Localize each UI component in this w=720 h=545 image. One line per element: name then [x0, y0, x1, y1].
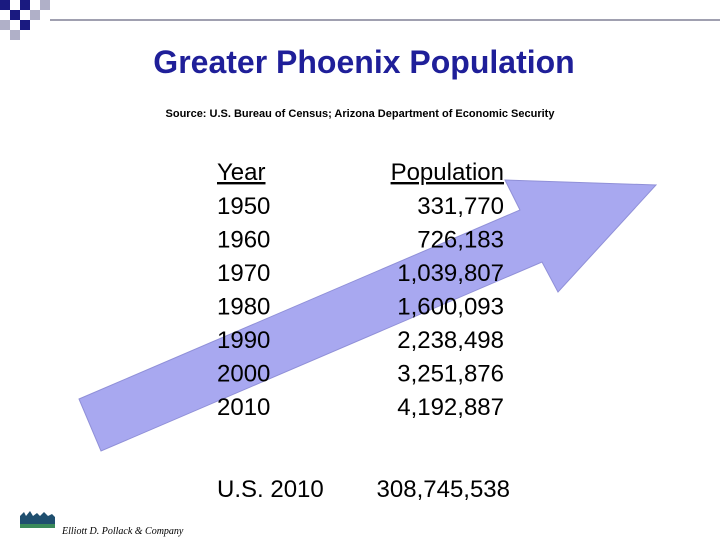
year-cell: 1990: [217, 327, 270, 354]
logo: Elliott D. Pollack & Company: [20, 511, 184, 537]
population-cell: 1,039,807: [397, 260, 504, 287]
logo-text: Elliott D. Pollack & Company: [61, 526, 184, 537]
year-cell: 2000: [217, 361, 270, 388]
population-cell: 726,183: [417, 227, 504, 254]
growth-arrow: [78, 179, 658, 452]
corner-decoration: [0, 0, 50, 40]
footer-label: U.S. 2010: [217, 476, 324, 503]
population-cell: 3,251,876: [397, 361, 504, 388]
population-cell: 4,192,887: [397, 394, 504, 421]
column-header: Population: [391, 159, 504, 186]
population-cell: 2,238,498: [397, 327, 504, 354]
column-header: Year: [217, 159, 266, 186]
year-cell: 1950: [217, 193, 270, 220]
population-cell: 1,600,093: [397, 294, 504, 321]
title: Greater Phoenix Population: [153, 44, 574, 80]
year-cell: 1970: [217, 260, 270, 287]
source: Source: U.S. Bureau of Census; Arizona D…: [166, 108, 556, 120]
year-cell: 1980: [217, 294, 270, 321]
table: Year Population 1950 331,770 1960 726,183 1970…: [217, 159, 510, 503]
year-cell: 2010: [217, 394, 270, 421]
population-cell: 331,770: [417, 193, 504, 220]
footer-value: 308,745,538: [377, 476, 510, 503]
year-cell: 1960: [217, 227, 270, 254]
